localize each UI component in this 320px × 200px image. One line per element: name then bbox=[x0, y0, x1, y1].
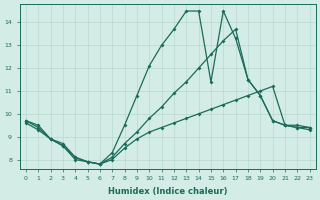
X-axis label: Humidex (Indice chaleur): Humidex (Indice chaleur) bbox=[108, 187, 228, 196]
